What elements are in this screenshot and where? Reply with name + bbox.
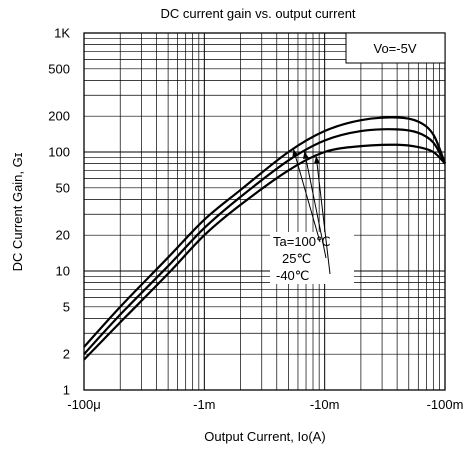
y-tick-label: 50 bbox=[56, 180, 70, 195]
x-tick-label: -100μ bbox=[67, 397, 101, 412]
annotation-backdrop bbox=[270, 232, 354, 284]
grid bbox=[83, 33, 445, 391]
series-lines bbox=[83, 116, 447, 361]
condition-label: Vo=-5V bbox=[373, 41, 416, 56]
x-axis-label: Output Current, Io(A) bbox=[204, 429, 325, 444]
annotation-leader bbox=[315, 156, 331, 275]
y-tick-label: 2 bbox=[63, 347, 70, 362]
y-tick-label: 200 bbox=[48, 109, 70, 124]
annotation-arrowhead bbox=[302, 151, 309, 160]
annotation-label: 25℃ bbox=[282, 251, 311, 266]
y-axis-label: DC Current Gain, Gɪ bbox=[10, 152, 25, 271]
y-tick-label: 5 bbox=[63, 299, 70, 314]
condition-box-frame bbox=[345, 32, 446, 64]
y-tick-label: 500 bbox=[48, 61, 70, 76]
series-line-0 bbox=[83, 116, 447, 348]
series-line-2 bbox=[83, 143, 446, 361]
annotation-label: -40℃ bbox=[276, 268, 309, 283]
annotation-arrowhead bbox=[292, 149, 299, 157]
series-line-1 bbox=[83, 128, 446, 355]
annotation-arrowhead bbox=[314, 156, 320, 164]
annotation-leader bbox=[304, 151, 327, 259]
y-tick-label: 100 bbox=[48, 145, 70, 160]
annotation-leader bbox=[292, 148, 321, 243]
x-tick-label: -1m bbox=[193, 397, 215, 412]
y-tick-label: 10 bbox=[56, 264, 70, 279]
chart-title: DC current gain vs. output current bbox=[160, 6, 355, 21]
y-tick-label: 1 bbox=[63, 383, 70, 398]
tick-labels: -100μ -1m -10m -100m 1 2 5 10 20 50 100 200 500 1K bbox=[48, 26, 463, 413]
x-tick-label: -100m bbox=[427, 397, 464, 412]
plot-frame bbox=[83, 32, 446, 391]
condition-box: Vo=-5V bbox=[345, 32, 446, 64]
y-tick-label: 20 bbox=[56, 228, 70, 243]
temperature-annotation: Ta=100℃ 25℃ -40℃ bbox=[270, 148, 354, 284]
annotation-label: Ta=100℃ bbox=[273, 234, 331, 249]
y-tick-label: 1K bbox=[54, 26, 70, 41]
x-tick-label: -10m bbox=[310, 397, 340, 412]
